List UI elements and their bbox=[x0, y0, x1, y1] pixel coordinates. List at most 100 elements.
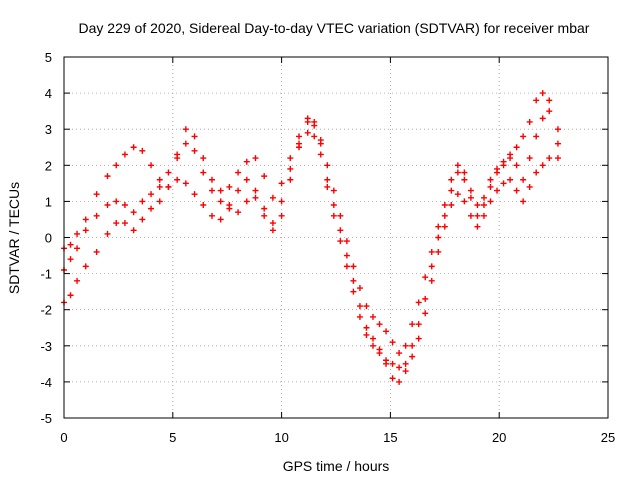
data-point bbox=[467, 194, 474, 201]
data-point bbox=[441, 212, 448, 219]
data-point bbox=[304, 129, 311, 136]
data-point bbox=[174, 176, 181, 183]
data-point bbox=[261, 205, 268, 212]
data-point bbox=[311, 122, 318, 129]
data-point bbox=[389, 375, 396, 382]
data-point bbox=[363, 331, 370, 338]
y-tick-label: -3 bbox=[40, 339, 52, 354]
data-point bbox=[324, 176, 331, 183]
data-point bbox=[182, 180, 189, 187]
data-point bbox=[520, 176, 527, 183]
data-point bbox=[546, 155, 553, 162]
grid bbox=[64, 57, 608, 418]
data-point bbox=[422, 274, 429, 281]
data-point bbox=[304, 118, 311, 125]
data-point bbox=[330, 187, 337, 194]
data-point bbox=[174, 151, 181, 158]
data-point bbox=[513, 162, 520, 169]
data-point bbox=[296, 144, 303, 151]
data-point bbox=[200, 155, 207, 162]
data-point bbox=[324, 162, 331, 169]
data-point bbox=[121, 151, 128, 158]
data-point bbox=[278, 212, 285, 219]
data-point bbox=[520, 198, 527, 205]
data-point bbox=[130, 144, 137, 151]
data-point bbox=[93, 212, 100, 219]
series-track-b bbox=[61, 129, 561, 371]
data-point bbox=[480, 202, 487, 209]
data-point bbox=[317, 137, 324, 144]
x-tick-labels: 0 5 10 15 20 25 bbox=[60, 430, 615, 445]
data-point bbox=[383, 357, 390, 364]
data-point bbox=[337, 227, 344, 234]
data-point bbox=[454, 169, 461, 176]
data-point bbox=[191, 147, 198, 154]
data-point bbox=[148, 191, 155, 198]
data-point bbox=[113, 162, 120, 169]
data-point bbox=[337, 212, 344, 219]
y-tick-label: -1 bbox=[40, 267, 52, 282]
data-point bbox=[165, 169, 172, 176]
y-tick-label: 3 bbox=[45, 122, 52, 137]
data-point bbox=[356, 285, 363, 292]
data-point bbox=[217, 187, 224, 194]
data-point bbox=[235, 187, 242, 194]
data-point bbox=[121, 220, 128, 227]
y-tick-label: -5 bbox=[40, 411, 52, 426]
data-point bbox=[441, 202, 448, 209]
data-point bbox=[104, 173, 111, 180]
data-point bbox=[539, 90, 546, 97]
data-point bbox=[480, 194, 487, 201]
data-point bbox=[461, 176, 468, 183]
data-point bbox=[369, 335, 376, 342]
data-point bbox=[467, 187, 474, 194]
data-point bbox=[200, 202, 207, 209]
data-point bbox=[208, 176, 215, 183]
chart-title: Day 229 of 2020, Sidereal Day-to-day VTE… bbox=[79, 20, 590, 36]
data-point bbox=[182, 126, 189, 133]
data-point bbox=[350, 263, 357, 270]
data-point bbox=[287, 155, 294, 162]
data-point bbox=[104, 202, 111, 209]
data-point bbox=[343, 252, 350, 259]
data-point bbox=[376, 350, 383, 357]
data-point bbox=[74, 230, 81, 237]
data-point bbox=[507, 176, 514, 183]
data-point bbox=[130, 227, 137, 234]
data-point bbox=[330, 212, 337, 219]
data-point bbox=[507, 151, 514, 158]
data-point bbox=[343, 238, 350, 245]
data-point bbox=[182, 140, 189, 147]
data-point bbox=[269, 227, 276, 234]
data-point bbox=[389, 339, 396, 346]
data-point bbox=[139, 147, 146, 154]
y-tick-label: 5 bbox=[45, 50, 52, 65]
data-point bbox=[269, 220, 276, 227]
data-point bbox=[243, 158, 250, 165]
data-point bbox=[409, 342, 416, 349]
data-point bbox=[200, 169, 207, 176]
y-tick-labels: 5 4 3 2 1 0 -1 -2 -3 -4 -5 bbox=[40, 50, 52, 426]
data-point bbox=[500, 180, 507, 187]
data-point bbox=[480, 212, 487, 219]
y-tick-label: 0 bbox=[45, 231, 52, 246]
data-point bbox=[402, 360, 409, 367]
data-point bbox=[526, 183, 533, 190]
data-point bbox=[402, 342, 409, 349]
data-point bbox=[67, 241, 74, 248]
data-point bbox=[356, 313, 363, 320]
data-point bbox=[441, 223, 448, 230]
data-point bbox=[396, 350, 403, 357]
data-point bbox=[448, 176, 455, 183]
data-point bbox=[415, 335, 422, 342]
y-axis-label: SDTVAR / TECUs bbox=[6, 182, 22, 294]
data-point bbox=[243, 198, 250, 205]
data-point bbox=[533, 133, 540, 140]
data-point bbox=[82, 216, 89, 223]
data-point bbox=[235, 209, 242, 216]
data-point bbox=[383, 328, 390, 335]
data-point bbox=[369, 342, 376, 349]
data-point bbox=[546, 97, 553, 104]
y-tick-label: 2 bbox=[45, 158, 52, 173]
data-point bbox=[487, 176, 494, 183]
